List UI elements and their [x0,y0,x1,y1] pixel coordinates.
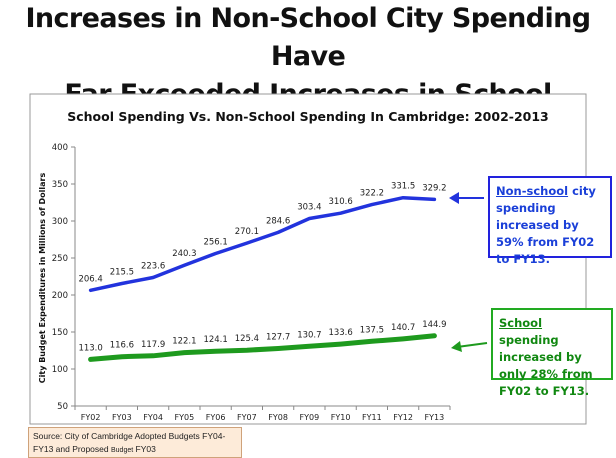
y-tick-label: 50 [57,402,68,412]
arrow-nonschool [449,192,484,204]
x-tick-label: FY04 [143,413,163,422]
x-tick-label: FY06 [206,413,226,422]
y-ticks: 50 100 150 200 250 300 350 400 [52,143,75,412]
callout-school-underlined: School [499,316,543,330]
y-tick-label: 100 [52,365,68,375]
data-labels: 206.4 215.5 223.6 240.3 256.1 270.1 284.6 303.4… [78,182,446,354]
data-label: 122.1 [172,337,196,347]
data-label: 240.3 [172,249,196,259]
data-label: 284.6 [266,216,290,226]
callout-nonschool-text: city spending increased by 59% from FY02… [496,184,596,266]
data-label: 303.4 [297,202,321,212]
x-tick-label: FY10 [331,413,351,422]
y-tick-label: 150 [52,328,68,338]
data-label: 329.2 [422,183,446,193]
data-label: 140.7 [391,323,415,333]
data-label: 117.9 [141,340,165,350]
data-label: 331.5 [391,182,415,192]
y-axis-label: City Budget Expenditures in Millions of … [38,173,47,384]
data-label: 322.2 [360,189,384,199]
data-label: 144.9 [422,320,446,330]
arrow-school [451,341,488,352]
series-layer [88,195,437,362]
y-tick-label: 300 [52,217,68,227]
callout-school: School spending increased by only 28% fr… [491,308,613,398]
source-note: Source: City of Cambridge Adopted Budget… [28,427,242,458]
series-line-0 [88,195,437,293]
x-tick-label: FY09 [300,413,320,422]
data-label: 124.1 [203,335,227,345]
chart-title: School Spending Vs. Non-School Spending … [67,109,549,124]
data-label: 137.5 [360,325,384,335]
x-ticks: FY02 FY03 FY04 FY05 FY06 FY07 FY08 FY09 FY10 FY11… [74,406,451,422]
x-tick-label: FY07 [237,413,257,422]
data-label: 206.4 [78,274,102,284]
callout-school-text: spending increased by only 28% from FY02… [499,333,593,398]
data-label: 130.7 [297,330,321,340]
x-tick-label: FY05 [175,413,195,422]
source-small-text: Budget [110,447,134,454]
x-tick-label: FY02 [81,413,101,422]
x-tick-label: FY13 [425,413,445,422]
y-tick-label: 400 [52,143,68,153]
x-tick-label: FY11 [362,413,382,422]
x-tick-label: FY12 [393,413,413,422]
data-label: 125.4 [235,334,259,344]
x-tick-label: FY03 [112,413,132,422]
source-text: Source: City of Cambridge Adopted Budget… [33,431,226,454]
callout-nonschool: Non-school city spending increased by 59… [488,176,612,266]
y-tick-label: 200 [52,291,68,301]
data-label: 127.7 [266,333,290,343]
y-tick-label: 350 [52,180,68,190]
data-label: 223.6 [141,262,165,272]
data-label: 116.6 [110,341,134,351]
series-line-1 [88,333,437,362]
source-tail: FY03 [133,444,156,454]
data-label: 310.6 [328,197,352,207]
data-label: 215.5 [110,268,134,278]
data-label: 256.1 [203,237,227,247]
y-tick-label: 250 [52,254,68,264]
x-tick-label: FY08 [268,413,288,422]
headline-line-1: Increases in Non-School City Spending Ha… [25,3,591,72]
data-label: 133.6 [328,328,352,338]
callout-nonschool-underlined: Non-school [496,184,569,198]
data-label: 270.1 [235,227,259,237]
data-label: 113.0 [78,343,102,353]
